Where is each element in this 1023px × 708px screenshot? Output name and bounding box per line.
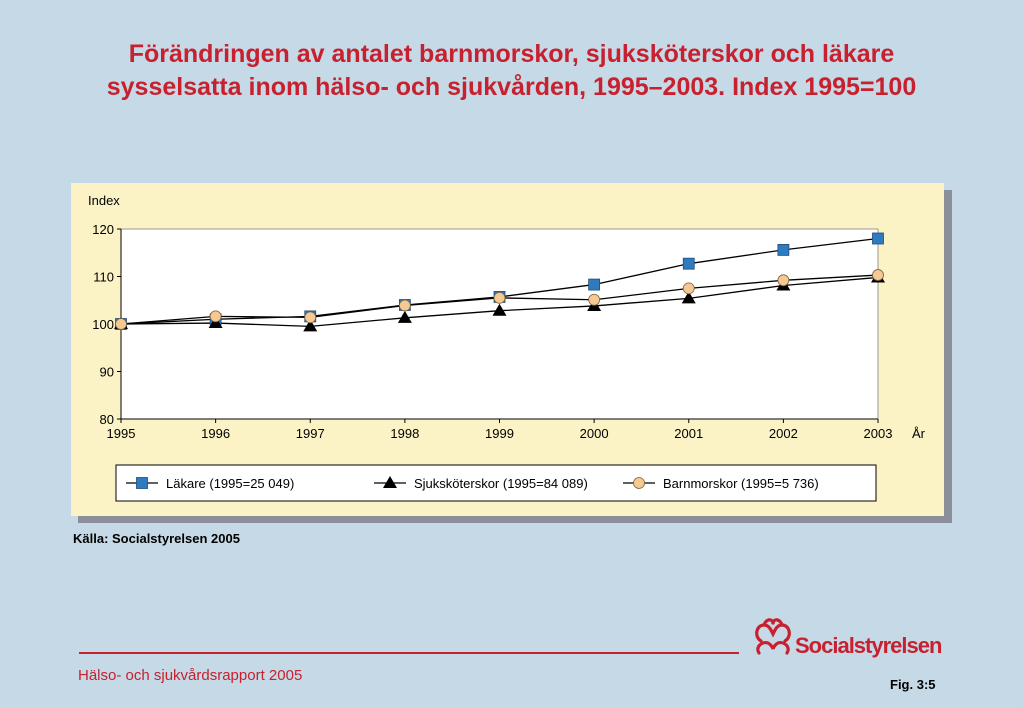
series-3-point <box>493 291 506 304</box>
x-tick-label: 2001 <box>674 426 703 441</box>
legend-label-1: Läkare (1995=25 049) <box>166 476 294 491</box>
source-note: Källa: Socialstyrelsen 2005 <box>73 531 240 546</box>
series-3-point <box>209 310 222 323</box>
x-tick-label: 1998 <box>390 426 419 441</box>
legend-label-3: Barnmorskor (1995=5 736) <box>663 476 819 491</box>
series-3-point <box>115 318 127 330</box>
slide-title: Förändringen av antalet barnmorskor, sju… <box>40 38 983 104</box>
x-tick-label: 2000 <box>580 426 609 441</box>
series-1-point <box>588 278 601 291</box>
logo-wordmark: Socialstyrelsen <box>795 633 942 658</box>
x-tick-label: 1995 <box>107 426 136 441</box>
x-axis-label: År <box>912 426 926 441</box>
series-2-point <box>681 291 696 304</box>
series-3-point <box>682 282 695 295</box>
x-tick-label: 1999 <box>485 426 514 441</box>
x-tick-label: 2003 <box>864 426 893 441</box>
series-3-point <box>777 274 790 287</box>
footer-report-title: Hälso- och sjukvårdsrapport 2005 <box>78 667 303 684</box>
legend-label-2: Sjuksköterskor (1995=84 089) <box>414 476 588 491</box>
series-1-point <box>682 257 695 270</box>
series-2-point <box>303 319 318 332</box>
title-line-2: sysselsatta inom hälso- och sjukvården, … <box>106 73 917 101</box>
series-1-point <box>872 232 884 245</box>
legend-marker-1 <box>136 477 148 489</box>
socialstyrelsen-emblem-icon <box>755 618 791 655</box>
y-axis-label: Index <box>88 193 120 208</box>
figure-number: Fig. 3:5 <box>890 677 936 692</box>
x-tick-label: 1997 <box>296 426 325 441</box>
line-chart: 80 90 100 110 120 1995 1996 1997 1998 1999 2000 200… <box>88 193 926 502</box>
series-3-point <box>588 293 601 306</box>
series-2-point <box>492 303 507 316</box>
series-3-point <box>304 311 317 324</box>
y-tick-label: 80 <box>100 412 114 427</box>
title-line-1: Förändringen av antalet barnmorskor, sju… <box>128 40 895 68</box>
x-tick-label: 2002 <box>769 426 798 441</box>
y-tick-label: 110 <box>93 270 114 285</box>
legend-marker-3 <box>633 477 645 489</box>
legend-marker-2 <box>383 476 397 488</box>
y-tick-label: 120 <box>92 222 114 237</box>
legend-box <box>115 464 877 502</box>
series-3-point <box>872 269 884 281</box>
footer-divider <box>79 652 739 654</box>
y-tick-label: 100 <box>92 317 114 332</box>
x-tick-label: 1996 <box>201 426 230 441</box>
series-1-point <box>777 244 790 256</box>
chart-panel: 80 90 100 110 120 1995 1996 1997 1998 1999 2000 200… <box>71 183 944 516</box>
y-tick-label: 90 <box>100 365 114 380</box>
series-2-point <box>397 310 412 323</box>
series-3-point <box>398 299 411 312</box>
